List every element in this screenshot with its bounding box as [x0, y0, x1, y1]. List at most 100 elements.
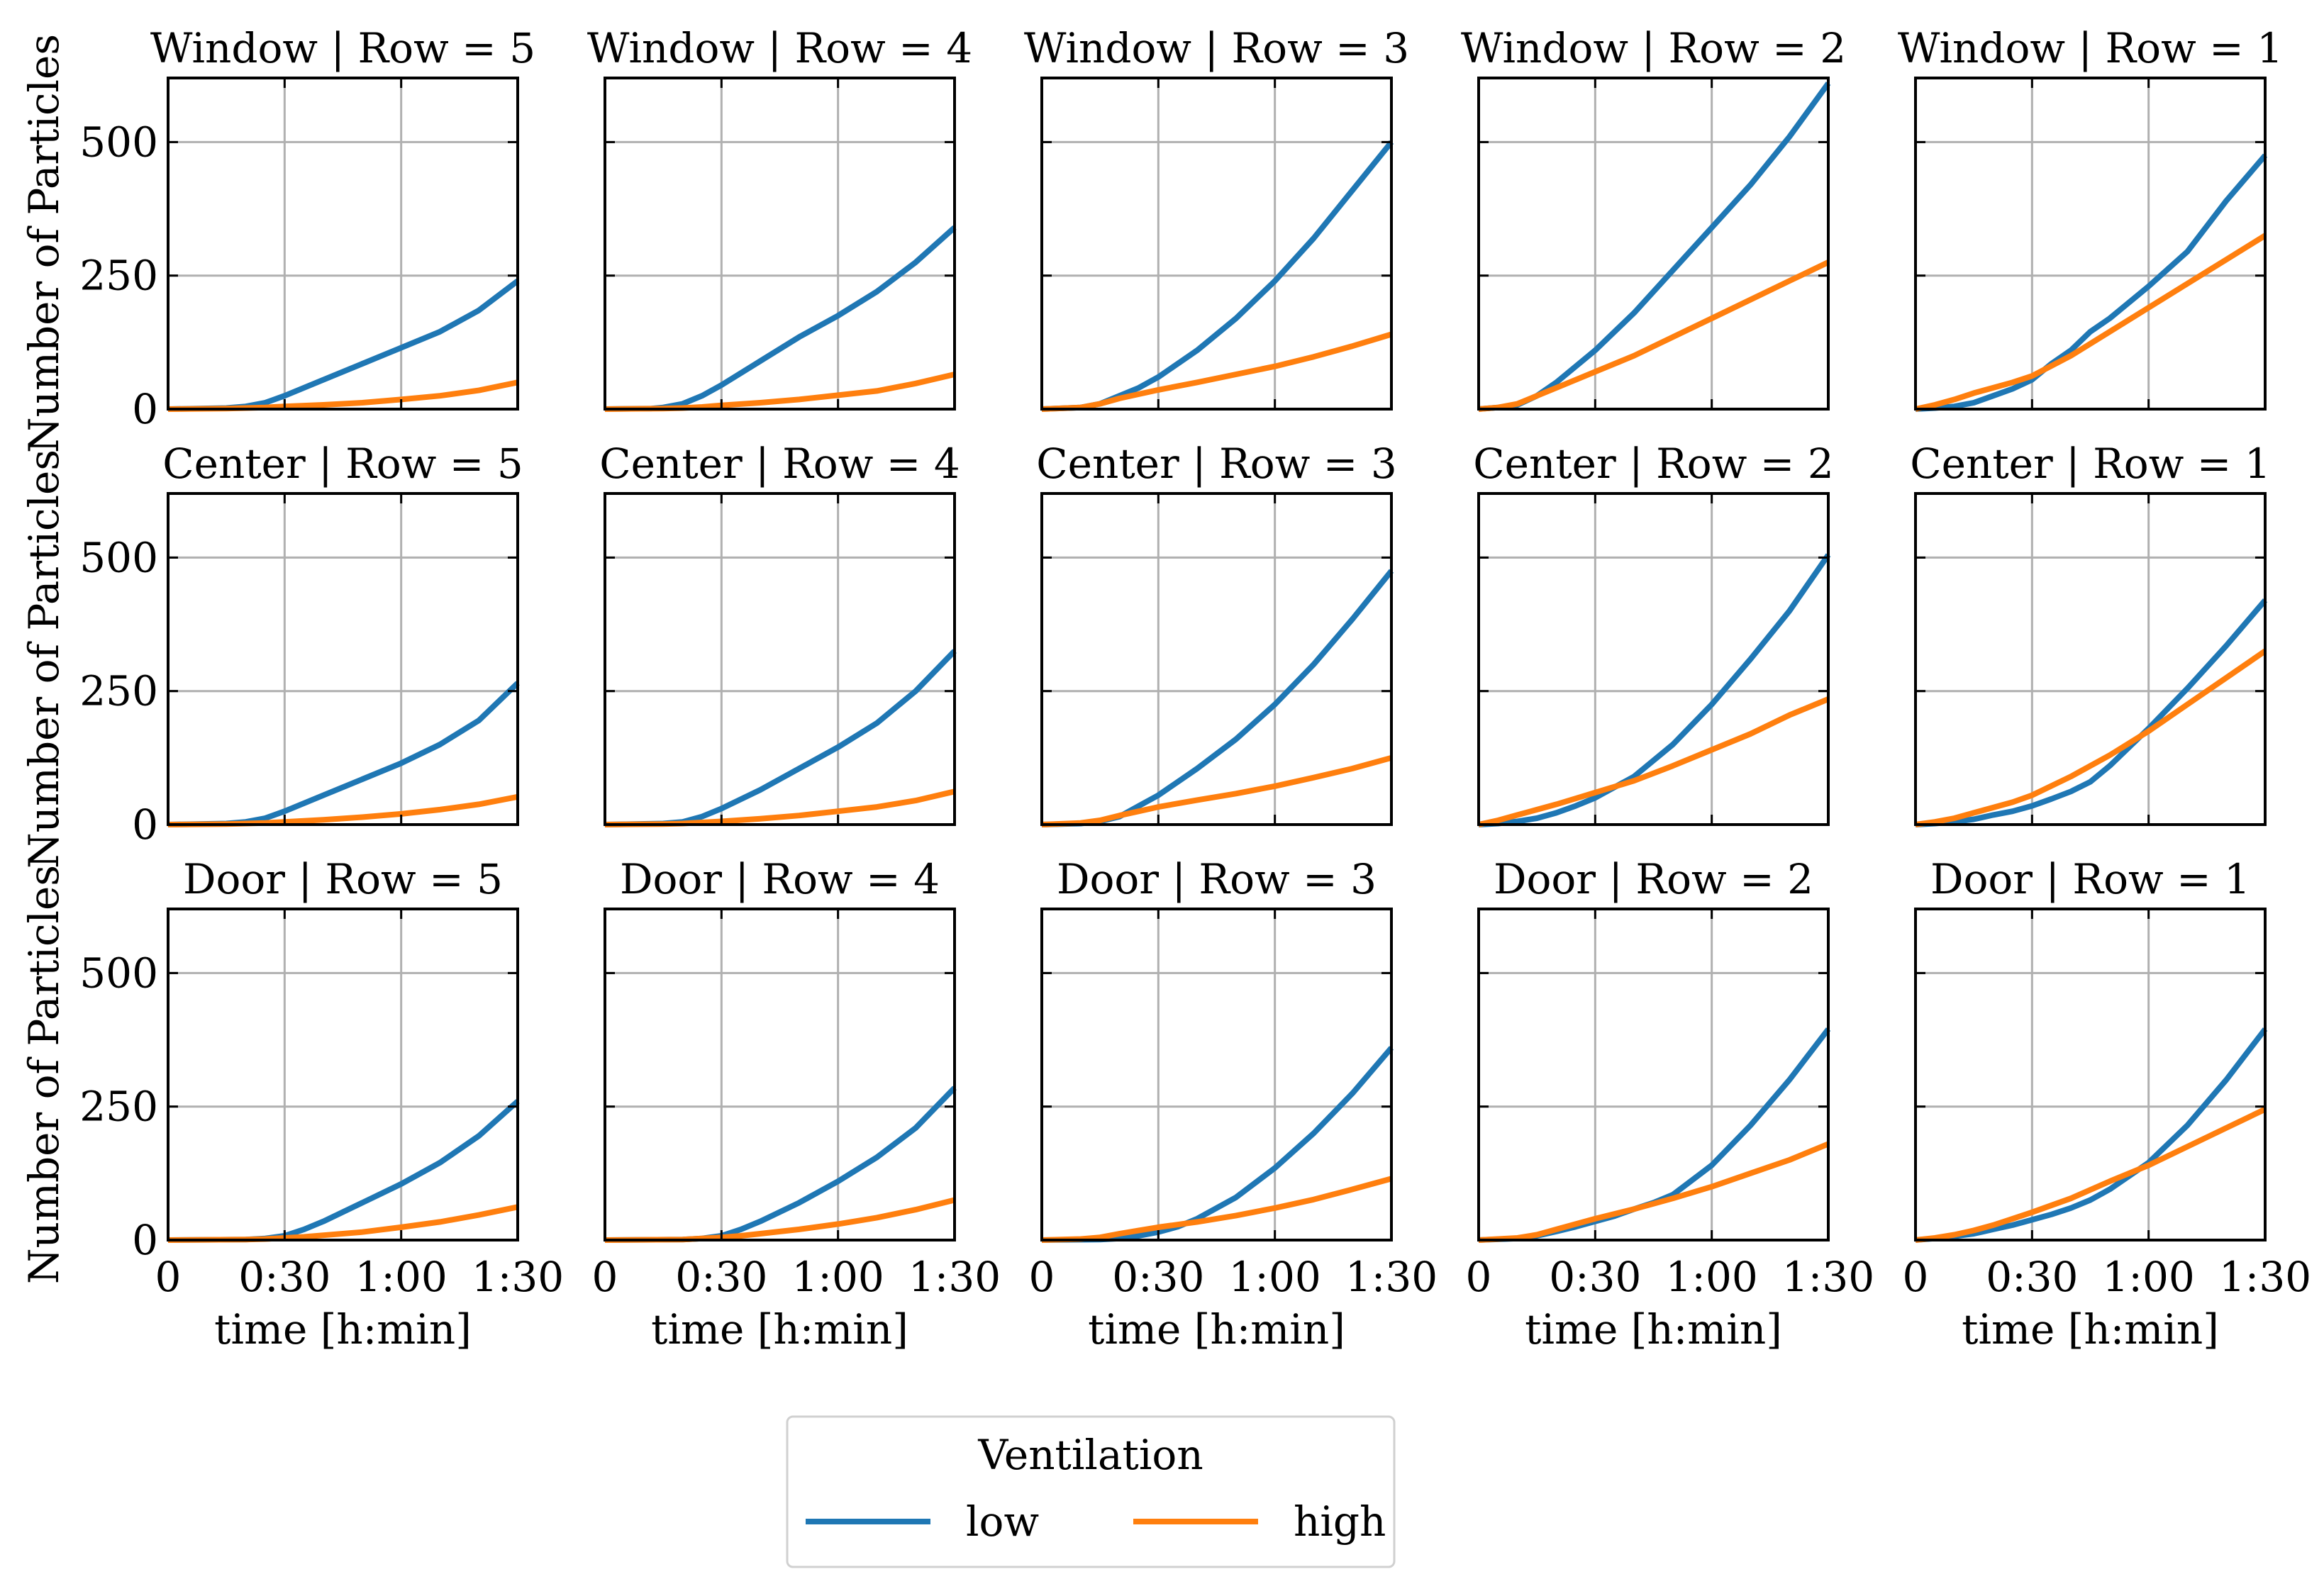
y-tick-label: 500: [79, 949, 158, 997]
series-line-high: [1478, 260, 1830, 412]
series-line-high: [167, 793, 518, 827]
panel-title: Window | Row = 5: [150, 24, 535, 72]
series-line-high: [604, 1197, 955, 1243]
panel-title: Window | Row = 3: [1024, 24, 1409, 72]
x-tick-label: 1:00: [1229, 1253, 1321, 1301]
x-tick-label: 0:30: [1112, 1253, 1204, 1301]
y-tick-label: 250: [79, 667, 158, 715]
panel: Center | Row = 3: [1036, 440, 1397, 827]
plot-frame: [1477, 77, 1830, 411]
panel-title: Center | Row = 3: [1036, 440, 1396, 488]
series-line-low: [1478, 553, 1831, 827]
series-line-low: [1915, 153, 2268, 412]
series-line-high: [1478, 696, 1830, 827]
x-tick-label: 0:30: [1986, 1253, 2078, 1301]
panel: Center | Row = 2: [1473, 440, 1834, 827]
series-line-high: [1915, 233, 2267, 412]
panel-title: Window | Row = 2: [1461, 24, 1846, 72]
x-axis-label: time [h:min]: [651, 1305, 908, 1354]
x-tick-label: 1:30: [1345, 1253, 1438, 1301]
series-line-low: [1478, 1027, 1831, 1243]
panel: Window | Row = 3: [1024, 24, 1409, 412]
y-tick-label: 0: [132, 385, 158, 433]
legend-frame: [786, 1415, 1396, 1568]
series-line-high: [1041, 331, 1393, 412]
panel-title: Center | Row = 4: [599, 440, 960, 488]
y-axis-label: Number of Particles: [20, 865, 68, 1284]
x-tick-label: 1:00: [355, 1253, 447, 1301]
series-line-high: [1041, 754, 1393, 827]
panel: Center | Row = 4: [599, 440, 960, 827]
y-tick-label: 500: [79, 118, 158, 166]
x-tick-label: 1:30: [2219, 1253, 2311, 1301]
plot-frame: [604, 77, 956, 411]
y-tick-label: 250: [79, 252, 158, 300]
y-axis-label: Number of Particles: [20, 450, 68, 869]
legend-label-high: high: [1294, 1497, 1386, 1546]
series-line-high: [1478, 1141, 1830, 1243]
x-tick-label: 1:00: [2103, 1253, 2195, 1301]
plot-frame: [1914, 908, 2267, 1241]
plot-frame: [1914, 492, 2267, 826]
panel-title: Window | Row = 4: [587, 24, 972, 72]
legend: Ventilation low high: [786, 1415, 1396, 1568]
panel-title: Center | Row = 2: [1473, 440, 1833, 488]
plot-frame: [604, 908, 956, 1241]
series-line-high: [604, 372, 955, 412]
series-line-low: [1915, 598, 2268, 827]
plot-frame: [1040, 77, 1393, 411]
series-line-high: [167, 379, 518, 412]
plot-frame: [1040, 492, 1393, 826]
series-line-low: [1041, 569, 1394, 827]
y-tick-label: 0: [132, 1216, 158, 1264]
x-tick-label: 1:00: [1666, 1253, 1758, 1301]
plot-frame: [167, 908, 519, 1241]
plot-frame: [167, 77, 519, 411]
panel-title: Window | Row = 1: [1898, 24, 2283, 72]
panel-title: Door | Row = 2: [1494, 855, 1813, 903]
legend-title: Ventilation: [977, 1431, 1203, 1479]
panel-title: Center | Row = 5: [162, 440, 523, 488]
x-tick-label: 1:30: [472, 1253, 564, 1301]
panel: Window | Row = 2: [1461, 24, 1846, 412]
x-axis-label: time [h:min]: [1088, 1305, 1345, 1354]
series-line-low: [1041, 1046, 1394, 1243]
series-line-low: [604, 649, 957, 827]
plot-frame: [604, 492, 956, 826]
x-tick-label: 1:30: [1782, 1253, 1874, 1301]
panel-title: Center | Row = 1: [1910, 440, 2270, 488]
panel-title: Door | Row = 4: [620, 855, 940, 903]
plot-frame: [1477, 908, 1830, 1241]
series-line-high: [1915, 1106, 2267, 1243]
panel-title: Door | Row = 1: [1930, 855, 2250, 903]
legend-label-low: low: [966, 1497, 1039, 1546]
x-axis-label: time [h:min]: [1525, 1305, 1782, 1354]
y-tick-label: 250: [79, 1083, 158, 1131]
series-line-low: [604, 1086, 957, 1243]
x-tick-label: 0: [1029, 1253, 1055, 1301]
x-axis-label: time [h:min]: [214, 1305, 472, 1354]
y-axis-label: Number of Particles: [20, 34, 68, 453]
x-tick-label: 1:30: [908, 1253, 1001, 1301]
series-line-high: [1041, 1176, 1393, 1243]
x-axis-label: time [h:min]: [1962, 1305, 2219, 1354]
plot-frame: [1914, 77, 2267, 411]
panel: Window | Row = 1: [1898, 24, 2283, 412]
plot-frame: [1477, 492, 1830, 826]
panel-title: Door | Row = 3: [1057, 855, 1377, 903]
x-tick-label: 0: [155, 1253, 182, 1301]
plot-frame: [1040, 908, 1393, 1241]
x-tick-label: 0:30: [1549, 1253, 1641, 1301]
series-line-low: [1478, 82, 1831, 412]
x-tick-label: 0:30: [675, 1253, 767, 1301]
x-tick-label: 0: [1466, 1253, 1492, 1301]
